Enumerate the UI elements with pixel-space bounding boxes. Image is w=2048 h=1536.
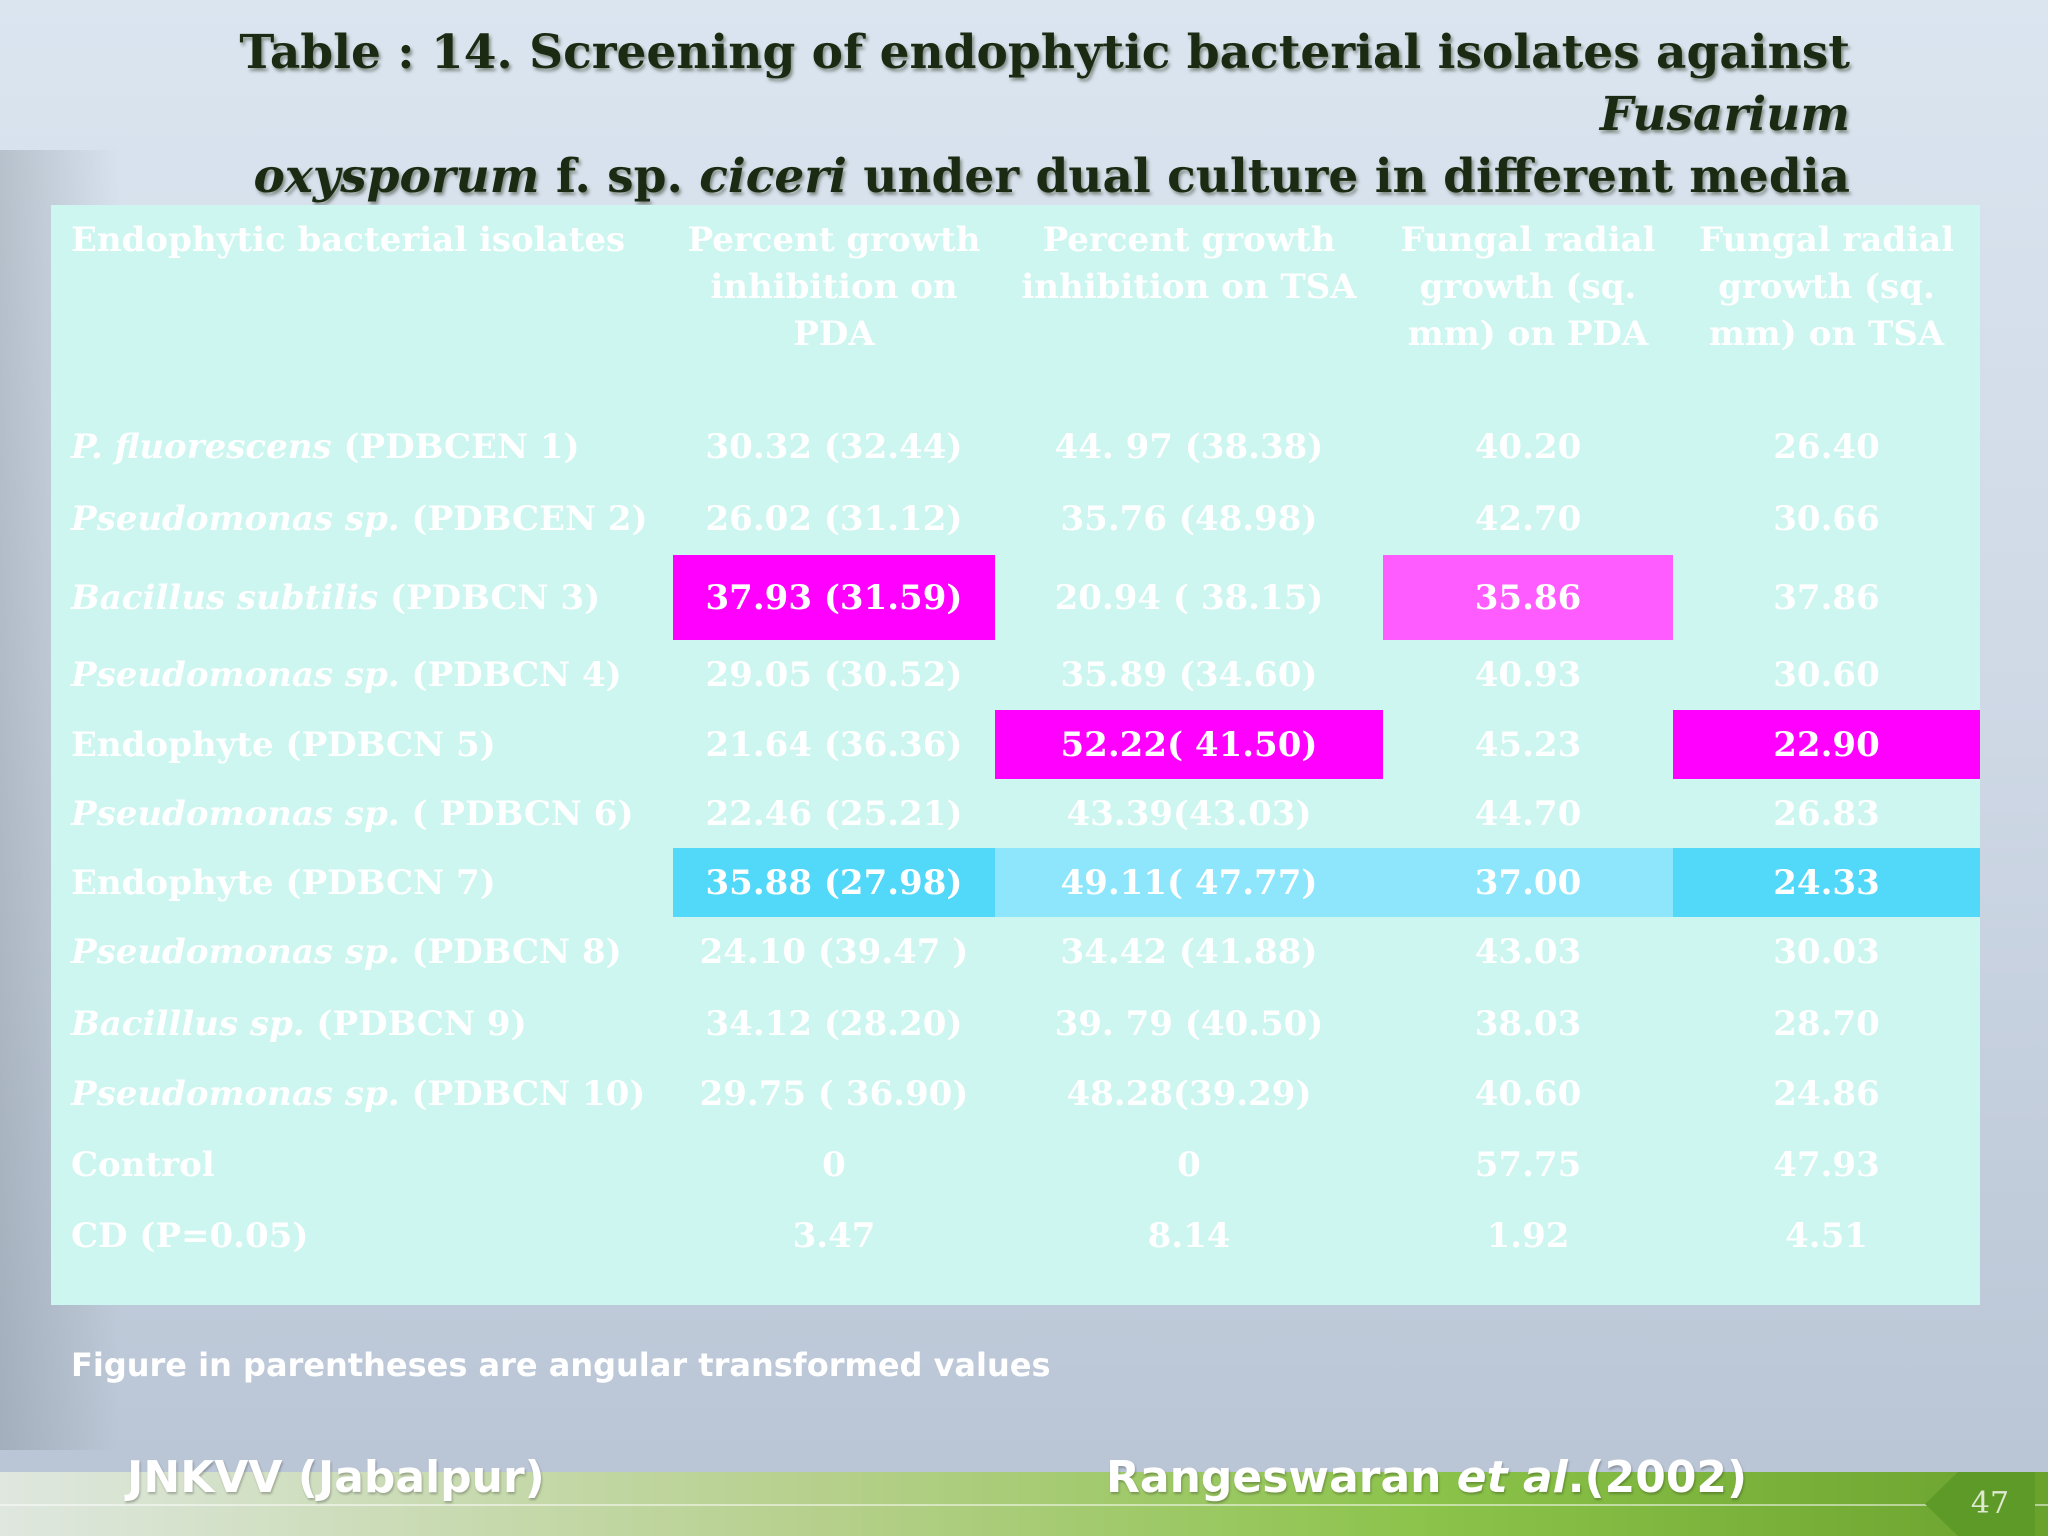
table-cell: 20.94 ( 38.15) (1054, 577, 1324, 618)
title-italic: Fusarium (1599, 87, 1850, 142)
table-cell: 39. 79 (40.50) (1054, 1004, 1324, 1044)
footnote: Figure in parentheses are angular transf… (71, 1346, 1051, 1384)
isolate-name: Pseudomonas sp. (PDBCN 8) (71, 932, 622, 972)
data-table-container: Endophytic bacterial isolates Percent gr… (51, 205, 1980, 1305)
page-title: Table : 14. Screening of endophytic bact… (150, 22, 1850, 208)
table-cell: 34.42 (41.88) (1060, 932, 1318, 972)
table-cell: 3.47 (792, 1216, 876, 1256)
isolate-name: P. fluorescens (PDBCEN 1) (71, 427, 580, 467)
table-cell: 28.70 (1773, 1004, 1880, 1044)
title-text: under dual culture in different media (846, 149, 1850, 204)
table-cell: 40.93 (1474, 655, 1582, 695)
table-cell: 29.05 (30.52) (705, 655, 963, 695)
table-cell: 26.83 (1773, 793, 1880, 834)
table-cell: 0 (1177, 1145, 1201, 1185)
footer-divider (0, 1504, 2048, 1506)
table-header-row: Endophytic bacterial isolates Percent gr… (51, 205, 1980, 411)
table-cell: 24.86 (1773, 1074, 1880, 1114)
table-cell: 4.51 (1785, 1216, 1868, 1256)
table-row: Endophyte (PDBCN 5) 21.64 (36.36) 52.22(… (51, 710, 1980, 779)
column-header: Fungal radial growth (sq. mm) on PDA (1400, 220, 1656, 354)
table-row: Bacilllus sp. (PDBCN 9) 34.12 (28.20) 39… (51, 987, 1980, 1061)
isolate-name: Control (71, 1145, 215, 1185)
isolate-name: Endophyte (PDBCN 7) (71, 862, 496, 903)
highlighted-cell: 35.86 (1383, 555, 1673, 640)
table-row: Pseudomonas sp. (PDBCN 10) 29.75 ( 36.90… (51, 1061, 1980, 1127)
table-cell: 40.60 (1474, 1074, 1582, 1114)
table-cell: 35.76 (48.98) (1060, 499, 1318, 539)
table-cell: 24.10 (39.47 ) (699, 932, 969, 972)
isolate-name: Bacillus subtilis (PDBCN 3) (71, 577, 601, 618)
isolate-name: Endophyte (PDBCN 5) (71, 724, 496, 765)
table-cell: 34.12 (28.20) (705, 1004, 963, 1044)
table-cell: 26.40 (1773, 427, 1880, 467)
isolate-name: Bacilllus sp. (PDBCN 9) (71, 1004, 527, 1044)
column-header: Fungal radial growth (sq. mm) on TSA (1698, 220, 1955, 354)
column-header: Percent growth inhibition on PDA (687, 220, 981, 354)
table-cell: 30.66 (1773, 499, 1880, 539)
table-cell: 42.70 (1474, 499, 1582, 539)
isolate-name: Pseudomonas sp. (PDBCEN 2) (71, 499, 648, 539)
title-italic: oxysporum (253, 149, 540, 204)
institution-label: JNKVV (Jabalpur) (127, 1452, 545, 1503)
table-cell: 48.28(39.29) (1066, 1074, 1312, 1114)
table-cell: 0 (822, 1145, 846, 1185)
table-row: Endophyte (PDBCN 7) 35.88 (27.98) 49.11(… (51, 848, 1980, 917)
isolate-name: Pseudomonas sp. (PDBCN 4) (71, 655, 622, 695)
table-cell: 47.93 (1773, 1145, 1880, 1185)
highlighted-cell: 22.90 (1673, 710, 1980, 779)
isolate-name: Pseudomonas sp. ( PDBCN 6) (71, 793, 634, 834)
table-cell: 8.14 (1147, 1216, 1231, 1256)
table-cell: 37.86 (1773, 577, 1880, 618)
table-row: Pseudomonas sp. (PDBCN 8) 24.10 (39.47 )… (51, 917, 1980, 987)
highlighted-cell: 49.11( 47.77) (995, 848, 1383, 917)
title-line-1: Table : 14. Screening of endophytic bact… (150, 22, 1850, 146)
table-cell: 38.03 (1474, 1004, 1582, 1044)
table-cell: 30.03 (1773, 932, 1880, 972)
table-cell: 45.23 (1474, 724, 1582, 765)
table-cell: 22.46 (25.21) (705, 793, 963, 834)
table-cell: 44. 97 (38.38) (1054, 427, 1324, 467)
title-text: Table : 14. Screening of endophytic bact… (239, 25, 1850, 80)
column-header: Endophytic bacterial isolates (71, 220, 626, 260)
highlighted-cell: 35.88 (27.98) (673, 848, 995, 917)
title-text: f. sp. (539, 149, 700, 204)
table-cell: 30.32 (32.44) (705, 427, 963, 467)
isolate-name: CD (P=0.05) (71, 1216, 309, 1256)
highlighted-cell: 52.22( 41.50) (995, 710, 1383, 779)
isolate-name: Pseudomonas sp. (PDBCN 10) (71, 1074, 646, 1114)
table-cell: 57.75 (1474, 1145, 1582, 1185)
highlighted-cell: 37.00 (1383, 848, 1673, 917)
highlighted-cell: 37.93 (31.59) (673, 555, 995, 640)
table-row: Pseudomonas sp. (PDBCEN 2) 26.02 (31.12)… (51, 483, 1980, 555)
table-row: P. fluorescens (PDBCEN 1) 30.32 (32.44) … (51, 411, 1980, 483)
table-cell: 21.64 (36.36) (705, 724, 963, 765)
table-cell: 30.60 (1773, 655, 1880, 695)
table-row: Pseudomonas sp. ( PDBCN 6) 22.46 (25.21)… (51, 779, 1980, 848)
table-cell: 43.39(43.03) (1066, 793, 1312, 834)
table-cell: 44.70 (1474, 793, 1582, 834)
citation-label: Rangeswaran et al.(2002) (1106, 1452, 1748, 1503)
table-cell: 1.92 (1486, 1216, 1570, 1256)
column-header: Percent growth inhibition on TSA (1021, 220, 1357, 307)
table-row: Control 0 0 57.75 47.93 (51, 1127, 1980, 1203)
table-row: Bacillus subtilis (PDBCN 3) 37.93 (31.59… (51, 555, 1980, 640)
data-table: Endophytic bacterial isolates Percent gr… (51, 205, 1980, 1269)
title-line-2: oxysporum f. sp. ciceri under dual cultu… (150, 146, 1850, 208)
table-cell: 35.89 (34.60) (1060, 655, 1318, 695)
table-cell: 26.02 (31.12) (705, 499, 963, 539)
table-row: CD (P=0.05) 3.47 8.14 1.92 4.51 (51, 1203, 1980, 1269)
table-cell: 43.03 (1474, 932, 1582, 972)
title-italic: ciceri (699, 149, 847, 204)
highlighted-cell: 24.33 (1673, 848, 1980, 917)
table-row: Pseudomonas sp. (PDBCN 4) 29.05 (30.52) … (51, 640, 1980, 710)
table-cell: 40.20 (1474, 427, 1582, 467)
table-cell: 29.75 ( 36.90) (699, 1074, 969, 1114)
